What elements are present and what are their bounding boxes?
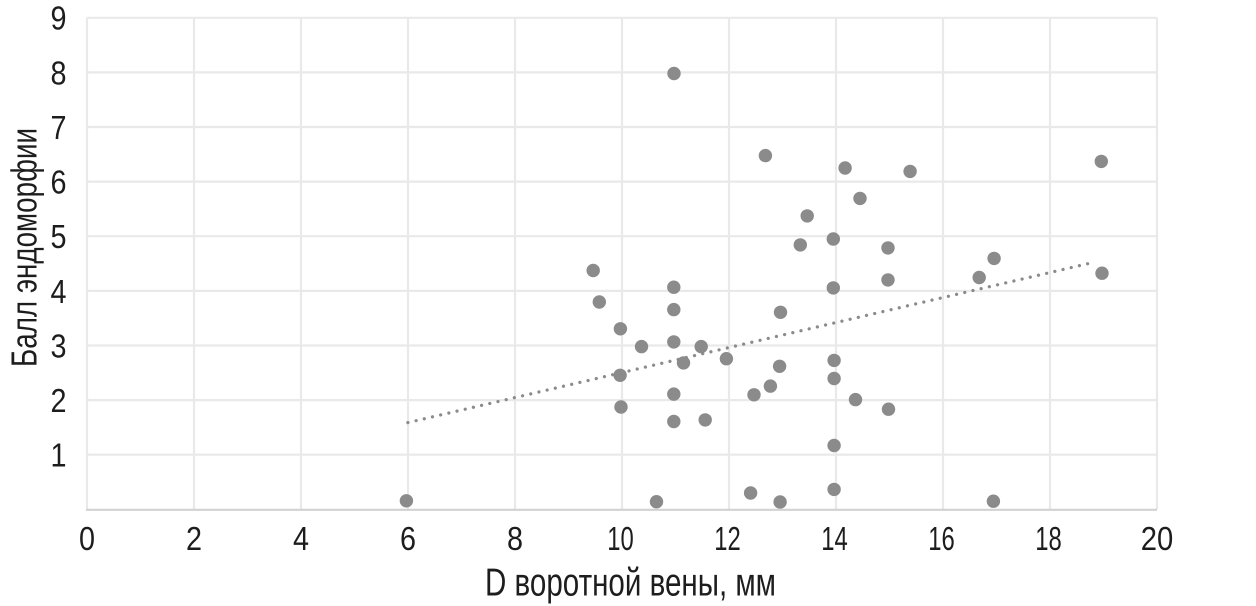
- svg-text:8: 8: [51, 54, 67, 91]
- svg-text:8: 8: [507, 520, 523, 557]
- svg-text:20: 20: [1141, 520, 1174, 557]
- svg-text:Балл эндоморфии: Балл эндоморфии: [3, 128, 44, 367]
- svg-text:12: 12: [714, 520, 741, 557]
- svg-text:2: 2: [51, 382, 67, 419]
- svg-text:1: 1: [51, 437, 67, 474]
- svg-text:7: 7: [51, 109, 67, 146]
- svg-text:6: 6: [400, 520, 416, 557]
- svg-text:16: 16: [928, 520, 955, 557]
- svg-text:3: 3: [51, 327, 67, 364]
- svg-text:18: 18: [1035, 520, 1062, 557]
- svg-text:10: 10: [607, 520, 634, 557]
- svg-text:4: 4: [51, 273, 67, 310]
- svg-text:2: 2: [186, 520, 202, 557]
- svg-text:5: 5: [51, 218, 67, 255]
- svg-text:4: 4: [293, 520, 309, 557]
- svg-text:6: 6: [51, 164, 67, 201]
- svg-text:14: 14: [821, 520, 848, 557]
- svg-text:9: 9: [51, 0, 67, 37]
- svg-text:0: 0: [79, 520, 95, 557]
- svg-text:D воротной вены, мм: D воротной вены, мм: [485, 561, 776, 604]
